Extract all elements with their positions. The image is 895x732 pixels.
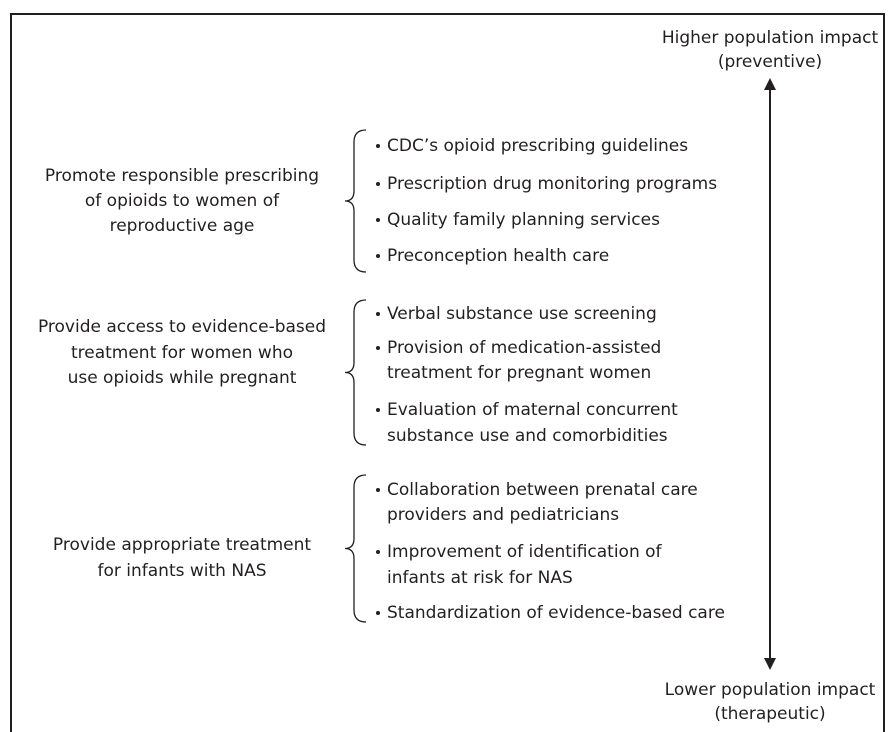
bullet [376,488,380,492]
item-text: Preconception health care [387,246,609,266]
item-text: providers and pediatricians [387,505,619,525]
group-label: for infants with NAS [98,561,267,581]
group-label: use opioids while pregnant [68,368,297,388]
item-text: Standardization of evidence-based care [387,603,725,623]
brace [344,299,367,446]
item-text: Verbal substance use screening [387,304,657,324]
bullet [376,408,380,412]
group-label: reproductive age [110,216,255,236]
brace [344,474,367,623]
item-text: Improvement of identification of [387,542,663,562]
item-text: Prescription drug monitoring programs [387,174,717,194]
bullet [376,254,380,258]
item-text: Provision of medication-assisted [387,338,661,358]
item-text: Collaboration between prenatal care [387,480,698,500]
frame [10,13,885,732]
group-label: Provide access to evidence-based [38,317,326,337]
item-text: CDC’s opioid prescribing guidelines [387,136,688,156]
group-label: of opioids to women of [85,191,280,211]
axis-top-label: (preventive) [718,52,822,72]
axis-bottom-label: Lower population impact [665,680,876,700]
bullet [376,182,380,186]
group-label: Promote responsible prescribing [45,166,319,186]
brace [344,129,367,273]
item-text: Evaluation of maternal concurrent [387,400,678,420]
bullet [376,346,380,350]
group-label: treatment for women who [71,343,293,363]
bullet [376,550,380,554]
item-text: substance use and comorbidities [387,426,668,446]
bullet [376,144,380,148]
axis-bottom-label: (therapeutic) [714,704,825,724]
item-text: treatment for pregnant women [387,363,651,383]
group-label: Provide appropriate treatment [53,535,311,555]
item-text: infants at risk for NAS [387,568,573,588]
bullet [376,218,380,222]
bullet [376,312,380,316]
axis-top-label: Higher population impact [662,28,879,48]
bullet [376,611,380,615]
item-text: Quality family planning services [387,210,660,230]
